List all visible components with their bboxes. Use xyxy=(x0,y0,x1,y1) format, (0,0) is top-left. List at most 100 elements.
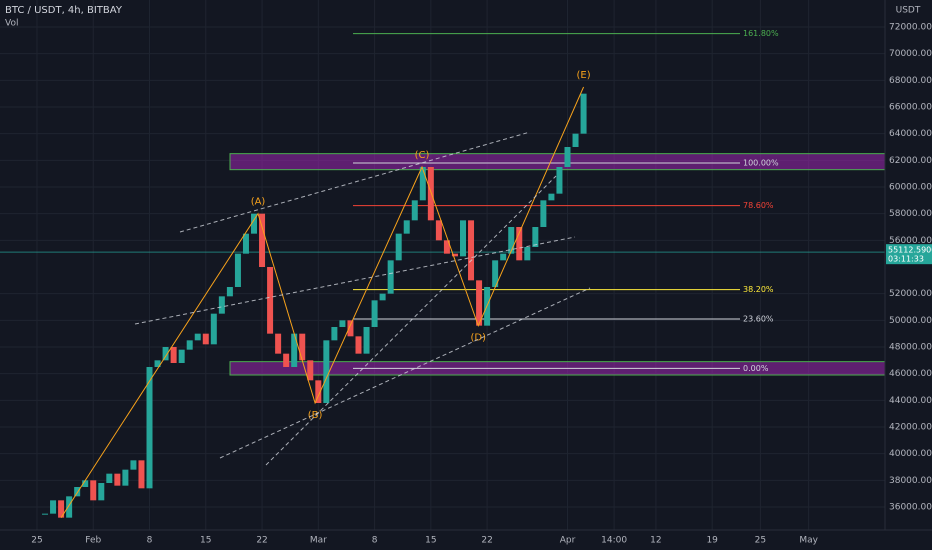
x-tick-label: Mar xyxy=(310,536,327,546)
y-tick-label: 52000.000000 xyxy=(889,289,932,299)
candle xyxy=(299,333,306,361)
trend-line xyxy=(179,131,531,233)
candle xyxy=(468,220,475,281)
candle xyxy=(379,293,386,301)
candle xyxy=(226,287,233,297)
wave-label: (B) xyxy=(308,410,323,421)
chart-subtitle: Vol xyxy=(5,19,18,29)
candle xyxy=(130,460,137,470)
candle xyxy=(138,460,145,489)
candle xyxy=(387,260,394,294)
fib-label: 23.60% xyxy=(743,315,774,324)
axis-unit: USDT xyxy=(896,6,921,16)
y-tick-label: 60000.000000 xyxy=(889,183,932,193)
y-tick-label: 72000.000000 xyxy=(889,23,932,33)
candle xyxy=(251,213,258,234)
x-tick-label: 25 xyxy=(755,536,766,546)
fib-label: 0.00% xyxy=(743,364,769,373)
candle xyxy=(427,167,434,221)
x-tick-label: 14:00 xyxy=(601,536,627,546)
x-tick-label: 19 xyxy=(706,536,718,546)
wave-line xyxy=(60,86,585,518)
candle xyxy=(443,240,450,254)
y-tick-label: 44000.000000 xyxy=(889,396,932,406)
candle xyxy=(50,500,57,514)
candle xyxy=(339,320,346,327)
candle xyxy=(186,340,193,350)
candle xyxy=(259,213,266,267)
candle xyxy=(548,193,555,201)
candle xyxy=(267,267,274,334)
price-tag-label: 55112.590000 xyxy=(888,246,932,255)
y-tick-label: 36000.000000 xyxy=(889,503,932,513)
x-tick-label: 15 xyxy=(425,536,436,546)
candle xyxy=(451,253,458,257)
trend-line xyxy=(265,175,557,466)
candle xyxy=(395,233,402,261)
price-axis xyxy=(885,0,932,550)
trend-line xyxy=(219,287,591,459)
candle xyxy=(556,167,563,194)
candle xyxy=(58,500,65,518)
candle xyxy=(403,220,410,234)
plot: 161.80% 100.00% 78.60% 38.20% 23.60% 0.00% (A)… xyxy=(0,29,886,518)
fib-label: 161.80% xyxy=(743,29,779,38)
candle xyxy=(492,260,499,287)
y-tick-label: 56000.000000 xyxy=(889,236,932,246)
candle xyxy=(476,280,483,326)
x-tick-label: 22 xyxy=(481,536,492,546)
trend-line xyxy=(134,236,576,325)
candle xyxy=(580,93,587,134)
candle xyxy=(435,220,442,241)
fib-label: 100.00% xyxy=(743,159,779,168)
y-tick-label: 70000.000000 xyxy=(889,49,932,59)
y-tick-label: 66000.000000 xyxy=(889,103,932,113)
candle xyxy=(323,340,330,403)
y-tick-label: 50000.000000 xyxy=(889,316,932,326)
candle xyxy=(500,253,507,261)
candle xyxy=(66,496,73,518)
x-tick-label: 12 xyxy=(650,536,661,546)
x-tick-label: 22 xyxy=(256,536,267,546)
x-tick-label: May xyxy=(799,536,818,546)
candle xyxy=(315,380,322,403)
candle xyxy=(459,220,466,257)
candle xyxy=(331,327,338,341)
candle xyxy=(122,469,129,486)
x-tick-label: 15 xyxy=(200,536,211,546)
candle xyxy=(170,347,177,363)
candle xyxy=(411,200,418,221)
candle xyxy=(202,333,209,345)
y-tick-label: 62000.000000 xyxy=(889,156,932,166)
candle xyxy=(74,487,81,497)
y-tick-label: 40000.000000 xyxy=(889,449,932,459)
candle xyxy=(532,227,539,247)
candle xyxy=(355,336,362,354)
price-tag xyxy=(886,244,932,265)
candle xyxy=(234,253,241,287)
grid xyxy=(0,0,885,530)
chart-title: BTC / USDT, 4h, BITBAY xyxy=(5,5,123,16)
candle xyxy=(275,333,282,354)
candle xyxy=(524,247,531,261)
candle xyxy=(218,296,225,314)
y-tick-label: 48000.000000 xyxy=(889,343,932,353)
wave-label: (E) xyxy=(577,70,591,81)
candle xyxy=(283,353,290,367)
x-tick-label: Apr xyxy=(560,536,576,546)
x-tick-label: 8 xyxy=(372,536,378,546)
y-tick-label: 58000.000000 xyxy=(889,209,932,219)
fib-label: 38.20% xyxy=(743,285,774,294)
candle xyxy=(516,227,523,261)
x-tick-label: Feb xyxy=(85,536,101,546)
wave-label: (D) xyxy=(471,333,487,344)
y-tick-label: 64000.000000 xyxy=(889,129,932,139)
candle xyxy=(419,167,426,201)
x-tick-label: 8 xyxy=(147,536,153,546)
candle xyxy=(307,360,314,381)
candle xyxy=(154,360,161,367)
y-tick-label: 42000.000000 xyxy=(889,423,932,433)
candle xyxy=(540,200,547,227)
y-tick-label: 38000.000000 xyxy=(889,476,932,486)
